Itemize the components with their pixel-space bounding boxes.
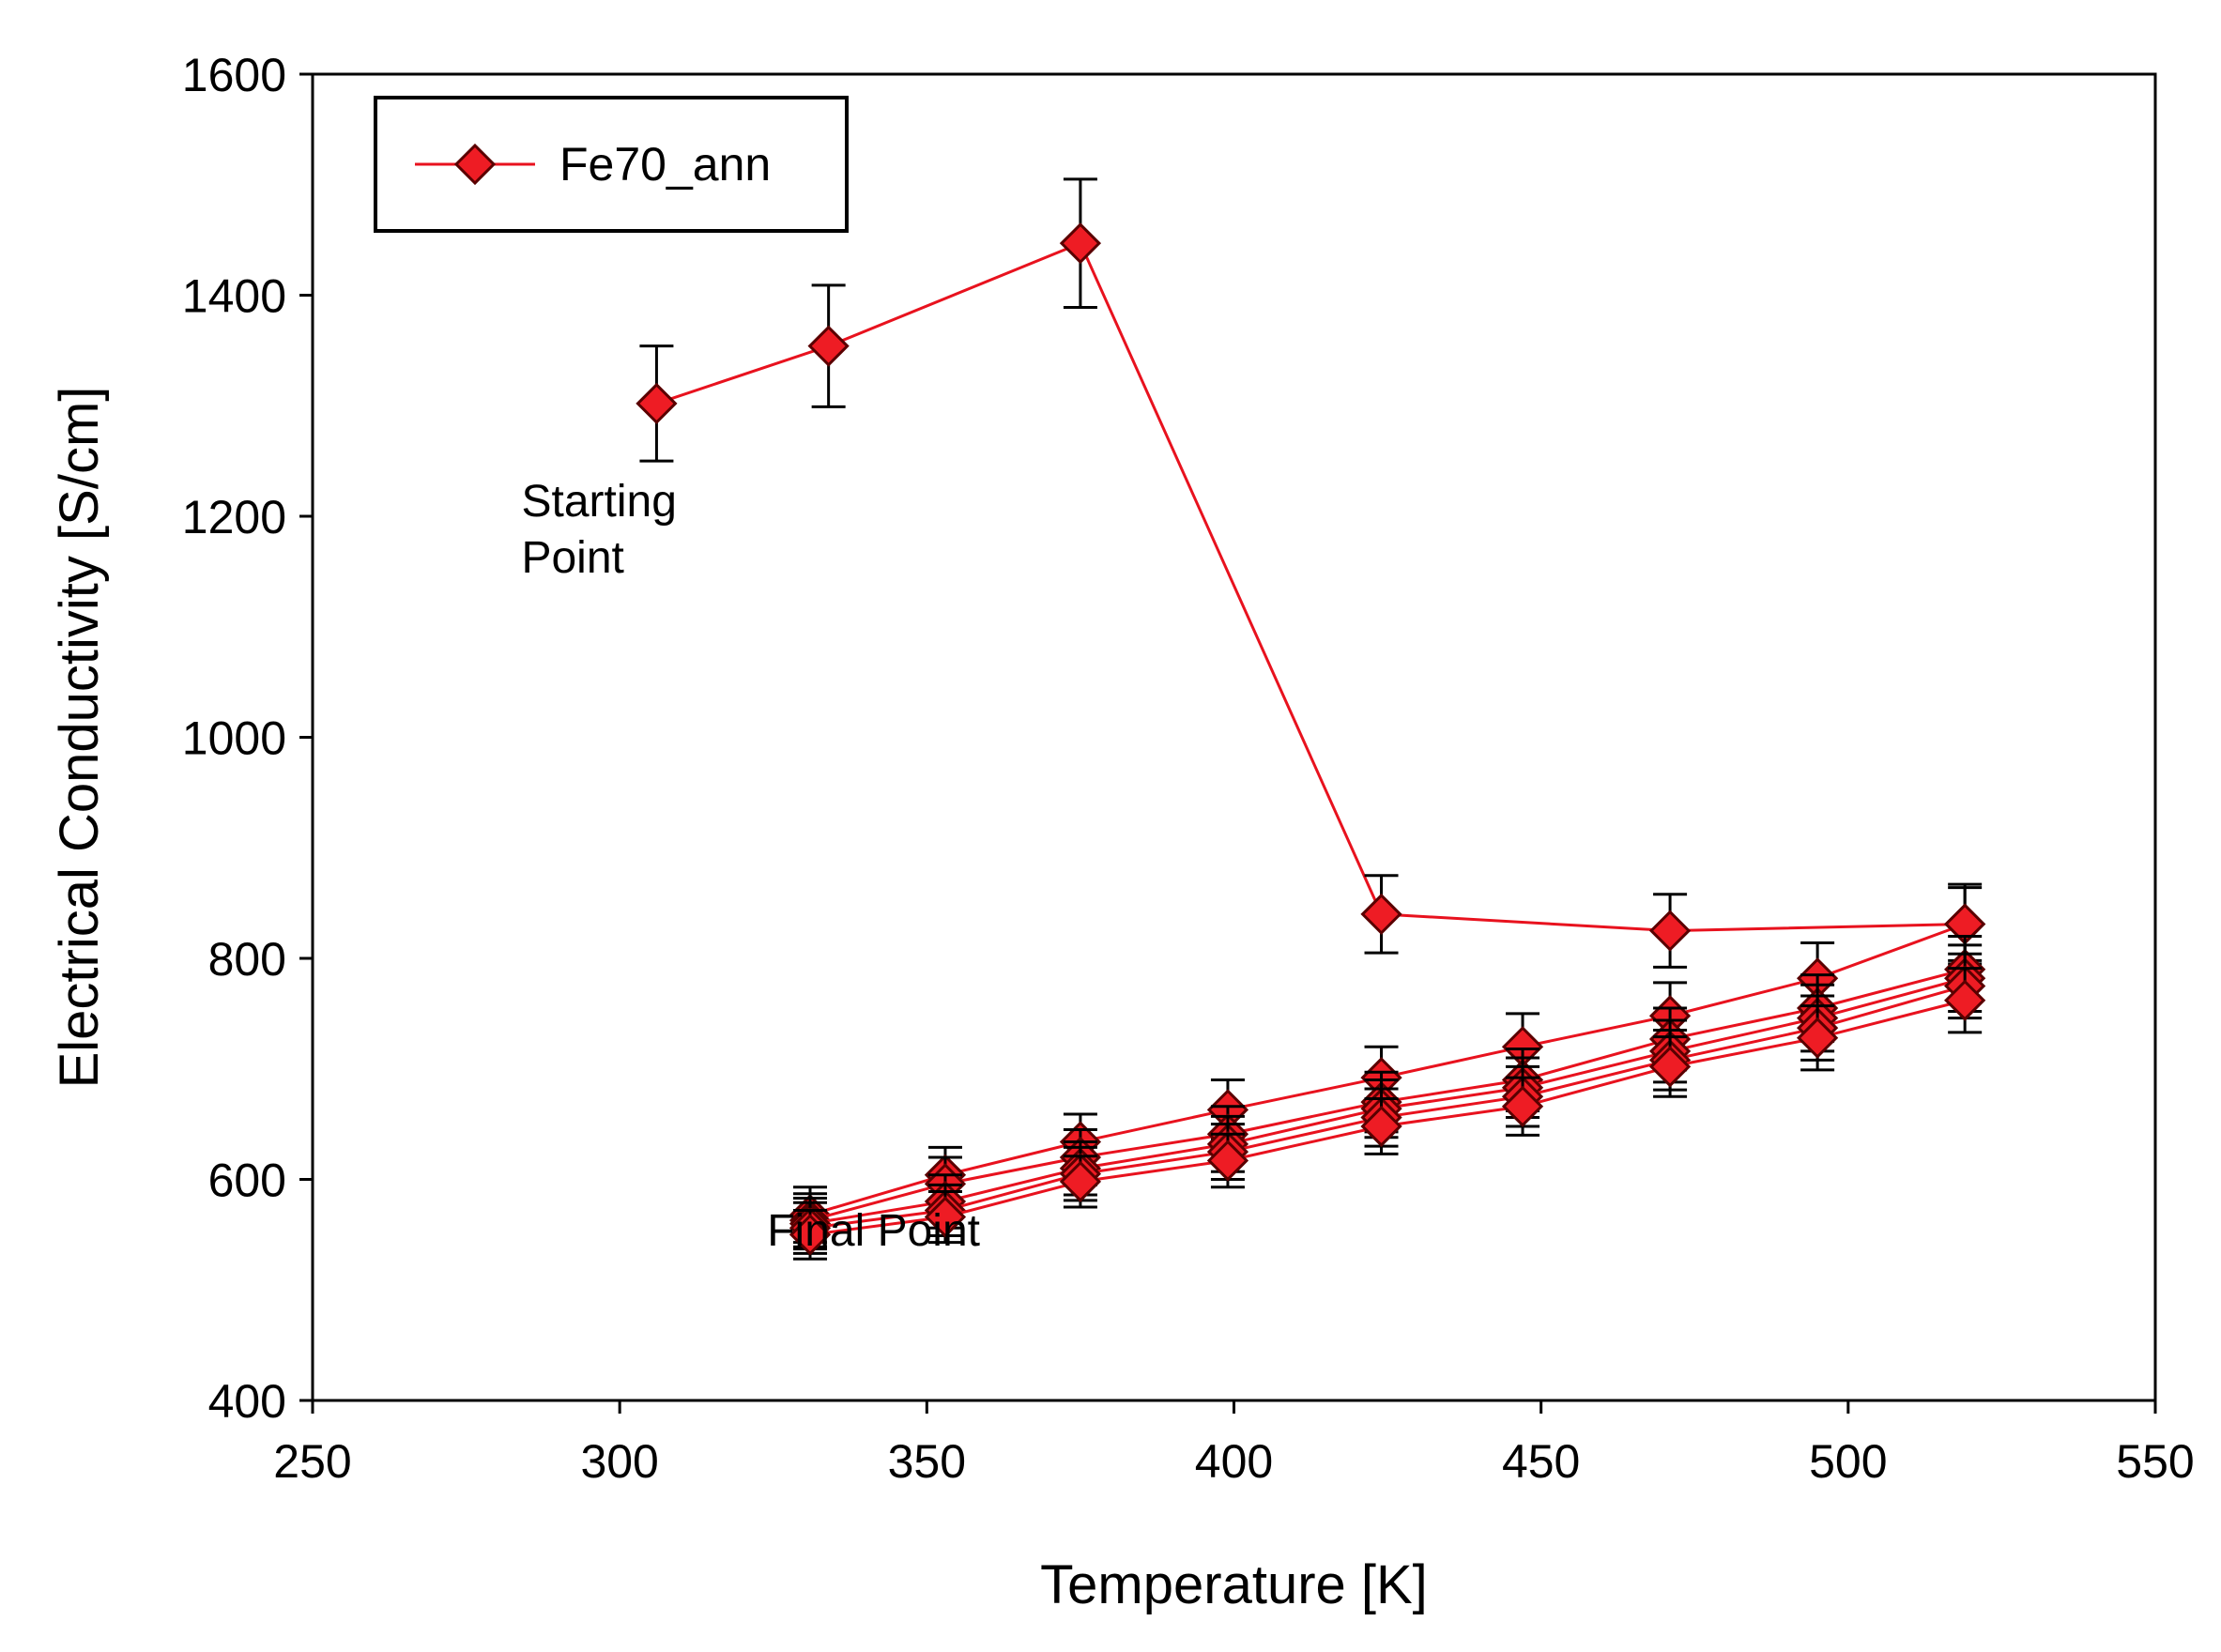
data-point (789, 1214, 832, 1256)
annotation-line: Point (521, 533, 623, 583)
legend-label: Fe70_ann (559, 138, 771, 191)
y-tick-label: 1200 (182, 491, 286, 543)
annotation-layer: Starting Point Final Point (521, 477, 980, 1256)
y-tick-label: 400 (208, 1375, 286, 1428)
data-point (636, 382, 678, 425)
data-point (1059, 222, 1102, 265)
x-axis-title: Temperature [K] (1040, 1554, 1428, 1615)
y-tick-label: 1000 (182, 712, 286, 765)
annotation-0: Starting Point (521, 477, 676, 583)
axes-layer: 250 300 350 400 450 500 550 400 600 800 1000 1200 14… (49, 49, 2195, 1615)
x-tick-label: 500 (1809, 1435, 1887, 1488)
data-point (1360, 893, 1402, 936)
data-point (807, 325, 850, 367)
data-point (1944, 979, 1986, 1021)
x-tick-label: 450 (1502, 1435, 1580, 1488)
x-tick-label: 350 (888, 1435, 966, 1488)
annotation-line: Final Point (767, 1206, 980, 1256)
y-tick-label: 1400 (182, 270, 286, 323)
x-tick-label: 300 (580, 1435, 658, 1488)
annotation-1: Final Point (767, 1206, 980, 1256)
series-layer (636, 177, 1986, 1261)
series-5 (789, 967, 1986, 1261)
y-axis-title: Electrical Conductivity [S/cm] (49, 387, 110, 1089)
legend: Fe70_ann (374, 96, 849, 233)
annotation-line: Starting (521, 477, 676, 527)
y-tick-label: 800 (208, 933, 286, 986)
data-point (1360, 1105, 1402, 1148)
legend-marker (453, 143, 497, 186)
series-line (655, 241, 1966, 933)
data-point (1059, 1160, 1102, 1202)
data-point (1501, 1085, 1544, 1127)
y-tick-label: 1600 (182, 49, 286, 101)
series-0 (636, 177, 1986, 969)
x-tick-label: 400 (1195, 1435, 1273, 1488)
x-tick-label: 550 (2116, 1435, 2194, 1488)
data-point (1648, 910, 1692, 952)
data-point (1796, 1017, 1839, 1059)
data-point (924, 1196, 967, 1238)
data-point (1206, 1140, 1249, 1182)
x-tick-label: 250 (273, 1435, 351, 1488)
data-point (1648, 1046, 1692, 1088)
y-tick-label: 600 (208, 1155, 286, 1207)
